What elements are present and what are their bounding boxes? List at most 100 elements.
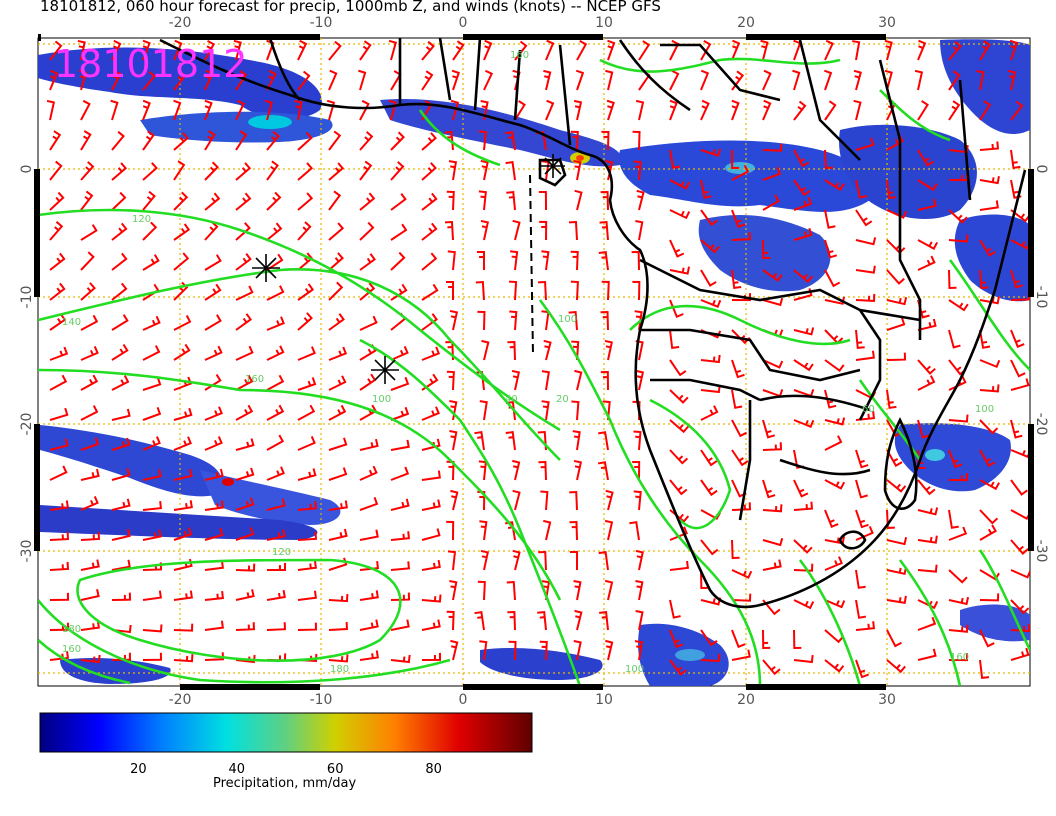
wind-barb <box>669 359 687 377</box>
wind-barb <box>731 359 745 379</box>
wind-barb <box>235 374 254 391</box>
wind-barb <box>49 592 70 601</box>
wind-barb <box>824 599 846 609</box>
wind-barb <box>1009 39 1018 61</box>
wind-barb <box>568 220 578 241</box>
wind-barb <box>1010 569 1030 579</box>
wind-barb <box>266 160 279 181</box>
wind-barb <box>481 339 490 361</box>
wind-barb <box>598 251 609 271</box>
wind-barb <box>762 166 782 181</box>
wind-barb <box>545 99 555 121</box>
wind-barb <box>569 490 578 511</box>
wind-barb <box>570 130 579 151</box>
wind-barb <box>326 99 336 121</box>
wind-barb <box>49 532 70 541</box>
wind-barb <box>477 580 486 601</box>
wind-barb <box>506 190 516 211</box>
wind-barb <box>979 329 991 349</box>
wind-barb <box>142 469 162 481</box>
y-tick-label: -20 <box>19 413 35 436</box>
x-tick-label: 10 <box>595 692 613 708</box>
wind-barb <box>855 137 875 151</box>
wind-barb <box>760 39 769 61</box>
wind-barb <box>297 560 317 571</box>
wind-barb <box>444 220 454 241</box>
wind-barb <box>359 253 376 271</box>
contour-label: 180 <box>62 624 81 635</box>
dashed-boundary <box>529 174 534 356</box>
wind-barb <box>793 327 815 336</box>
y-tick-label: -10 <box>1033 286 1049 309</box>
wind-barb <box>541 400 550 421</box>
wind-barb <box>634 640 644 661</box>
wind-barb <box>979 239 996 257</box>
wind-barb <box>538 190 547 211</box>
wind-barb <box>390 561 411 571</box>
wind-barb <box>574 369 583 391</box>
wind-barb <box>476 250 485 271</box>
wind-barb <box>669 389 689 404</box>
wind-barb <box>173 223 191 241</box>
wind-barb <box>80 282 96 301</box>
wind-barb <box>633 430 642 451</box>
wind-barb <box>111 314 129 331</box>
wind-barb <box>235 563 256 572</box>
x-tick-label: 20 <box>737 15 755 31</box>
wind-barb <box>294 100 303 121</box>
wind-barb <box>266 345 285 361</box>
contour-label: 120 <box>272 547 291 558</box>
wind-barb <box>762 629 771 650</box>
wind-barb <box>605 639 614 661</box>
wind-barb <box>855 237 877 246</box>
wind-barb <box>505 161 516 181</box>
wind-barb <box>204 406 223 421</box>
contour-label: 20 <box>556 394 569 405</box>
wind-barb <box>80 559 100 571</box>
wind-barb <box>204 283 222 301</box>
wind-barb <box>142 345 161 361</box>
wind-barb <box>204 161 220 181</box>
wind-barb <box>824 509 839 529</box>
wind-barb <box>571 340 580 361</box>
wind-barb <box>538 550 547 571</box>
wind-barb <box>731 629 746 649</box>
wind-barb <box>1010 329 1025 348</box>
wind-barb <box>917 239 939 250</box>
wind-barb <box>573 160 582 181</box>
wind-barb <box>49 221 64 241</box>
wind-barb <box>266 222 283 241</box>
wind-barb <box>731 149 740 170</box>
wind-barb <box>514 100 526 121</box>
wind-barb <box>452 40 465 61</box>
wind-barb <box>855 265 876 274</box>
wind-barb <box>855 350 875 361</box>
wind-barb <box>824 100 837 121</box>
wind-barb <box>976 70 985 91</box>
wind-barb <box>1010 149 1021 169</box>
wind-barb <box>111 191 127 211</box>
wind-barb <box>824 209 836 229</box>
wind-barb <box>111 528 131 541</box>
wind-barb <box>297 283 315 301</box>
wind-barb <box>421 528 441 541</box>
wind-barb <box>110 99 119 121</box>
wind-barb <box>852 40 861 61</box>
wind-barb <box>948 473 969 482</box>
y-tick-labels-right: 0 -10 -20 -30 <box>1033 165 1049 563</box>
wind-barb <box>948 40 962 61</box>
wind-barb <box>541 580 551 601</box>
contour-label: 100 <box>975 404 994 415</box>
x-tick-label: 30 <box>878 692 896 708</box>
wind-barb <box>142 221 158 241</box>
colorbar-tick-label: 40 <box>229 762 246 777</box>
wind-barb <box>793 501 814 511</box>
contour-label: 140 <box>62 317 81 328</box>
wind-barb <box>824 179 845 192</box>
wind-barb <box>669 599 681 619</box>
wind-barb <box>824 389 837 409</box>
wind-barb <box>948 653 969 662</box>
wind-barb <box>46 99 56 121</box>
wind-barb <box>173 315 192 331</box>
wind-barb <box>793 149 810 168</box>
